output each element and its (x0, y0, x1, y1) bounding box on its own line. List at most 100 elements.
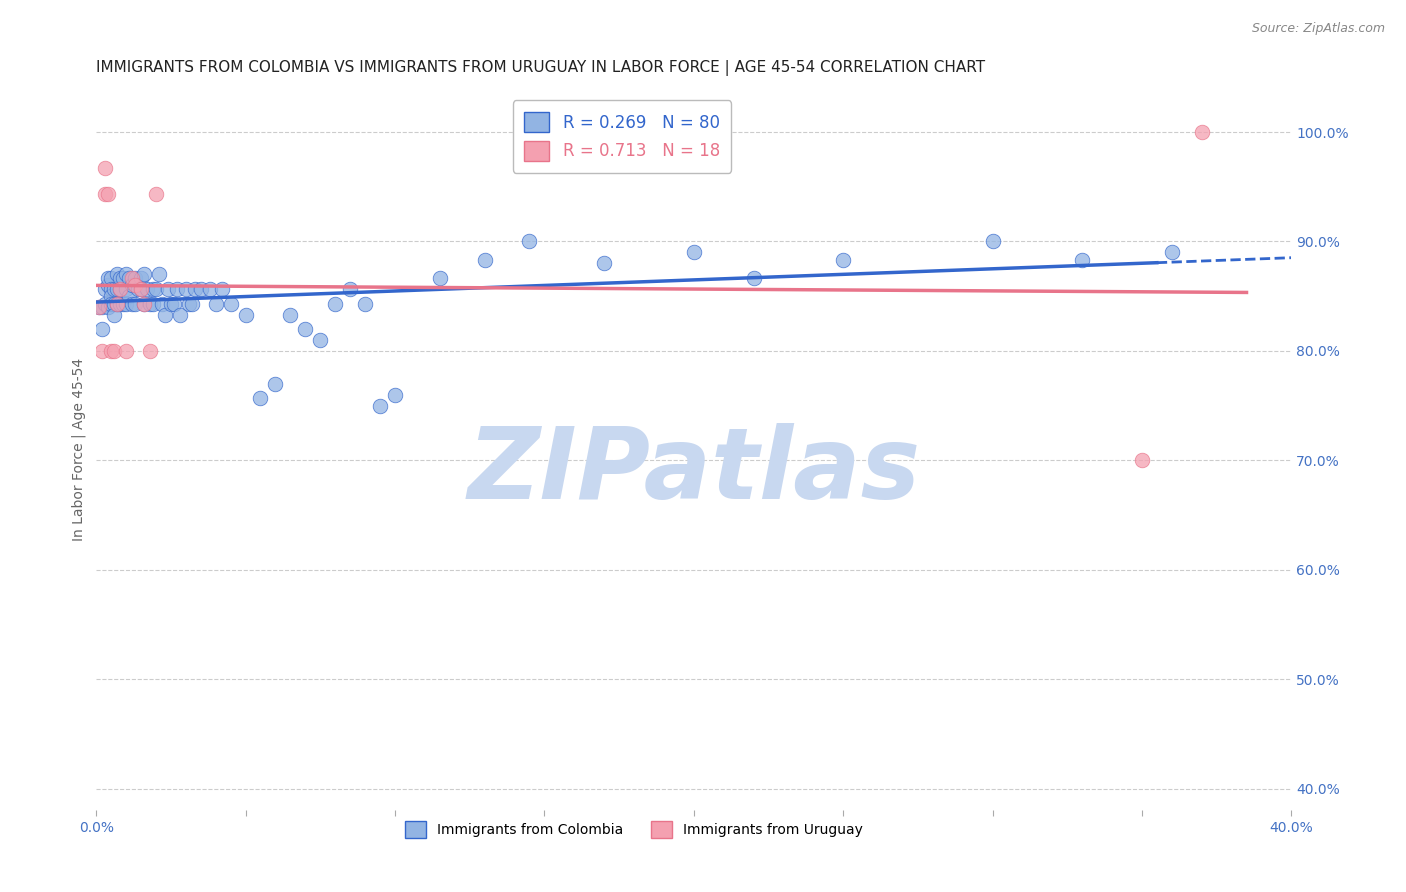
Point (108, 270, 131, 285)
Legend: Immigrants from Colombia, Immigrants from Uruguay: Immigrants from Colombia, Immigrants fro… (399, 815, 869, 843)
Point (118, 270, 141, 285)
Point (339, 281, 361, 295)
Point (100, 289, 122, 303)
Point (89, 300, 111, 314)
Point (211, 281, 233, 295)
Point (742, 270, 765, 285)
Point (519, 235, 541, 249)
Point (682, 245, 704, 260)
Point (108, 281, 131, 295)
Point (474, 253, 496, 268)
Point (1191, 125, 1213, 139)
Point (145, 187, 167, 202)
Point (169, 308, 191, 322)
Point (97, 270, 120, 285)
Point (235, 308, 257, 322)
Point (166, 281, 188, 295)
Point (91, 322, 114, 336)
Point (105, 297, 128, 311)
Point (91, 300, 114, 314)
Point (354, 297, 377, 311)
Point (132, 297, 155, 311)
Point (115, 297, 138, 311)
Point (177, 297, 200, 311)
Point (139, 343, 162, 358)
Point (97, 278, 120, 293)
Point (124, 270, 146, 285)
Point (139, 297, 162, 311)
Point (204, 297, 226, 311)
Point (323, 297, 346, 311)
Point (105, 281, 128, 295)
Point (150, 297, 173, 311)
Point (89, 300, 111, 314)
Point (94, 281, 117, 295)
Point (981, 235, 1004, 249)
Point (94, 161, 117, 176)
Point (593, 256, 616, 270)
Point (180, 297, 202, 311)
Text: ZIPatlas: ZIPatlas (467, 423, 921, 519)
Point (156, 281, 179, 295)
Point (132, 268, 155, 282)
Point (112, 270, 135, 285)
Point (129, 281, 152, 295)
Point (100, 297, 122, 311)
Point (132, 297, 155, 311)
Point (115, 268, 138, 282)
Point (103, 343, 125, 358)
Point (108, 297, 131, 311)
Point (219, 297, 242, 311)
Point (121, 270, 143, 285)
Point (94, 187, 117, 202)
Point (100, 281, 122, 295)
Point (108, 281, 131, 295)
Point (100, 270, 122, 285)
Point (1160, 245, 1182, 260)
Point (309, 333, 332, 347)
Point (105, 268, 128, 282)
Point (103, 297, 125, 311)
Point (160, 297, 183, 311)
Point (832, 253, 855, 268)
Point (148, 268, 170, 282)
Text: Source: ZipAtlas.com: Source: ZipAtlas.com (1251, 22, 1385, 36)
Point (115, 343, 138, 358)
Point (142, 297, 165, 311)
Text: IMMIGRANTS FROM COLOMBIA VS IMMIGRANTS FROM URUGUAY IN LABOR FORCE | AGE 45-54 C: IMMIGRANTS FROM COLOMBIA VS IMMIGRANTS F… (96, 60, 986, 76)
Point (129, 270, 152, 285)
Point (97, 300, 120, 314)
Point (153, 308, 176, 322)
Point (145, 281, 167, 295)
Point (136, 281, 159, 295)
Point (97, 187, 120, 202)
Point (103, 308, 125, 322)
Point (142, 281, 165, 295)
Point (384, 387, 406, 401)
Point (103, 281, 125, 295)
Point (112, 297, 135, 311)
Point (115, 281, 138, 295)
Point (124, 297, 146, 311)
Point (1130, 453, 1153, 467)
Point (1071, 253, 1094, 268)
Point (249, 391, 271, 405)
Point (190, 281, 212, 295)
Point (198, 281, 221, 295)
Point (100, 343, 122, 358)
Point (280, 308, 302, 322)
Point (184, 281, 207, 295)
Point (121, 297, 143, 311)
Point (94, 297, 117, 311)
Point (129, 281, 152, 295)
Point (118, 289, 141, 303)
Point (264, 376, 287, 391)
Y-axis label: In Labor Force | Age 45-54: In Labor Force | Age 45-54 (72, 358, 86, 541)
Point (294, 322, 316, 336)
Point (429, 270, 451, 285)
Point (368, 399, 391, 413)
Point (91, 343, 114, 358)
Point (124, 278, 146, 293)
Point (127, 281, 149, 295)
Point (163, 297, 186, 311)
